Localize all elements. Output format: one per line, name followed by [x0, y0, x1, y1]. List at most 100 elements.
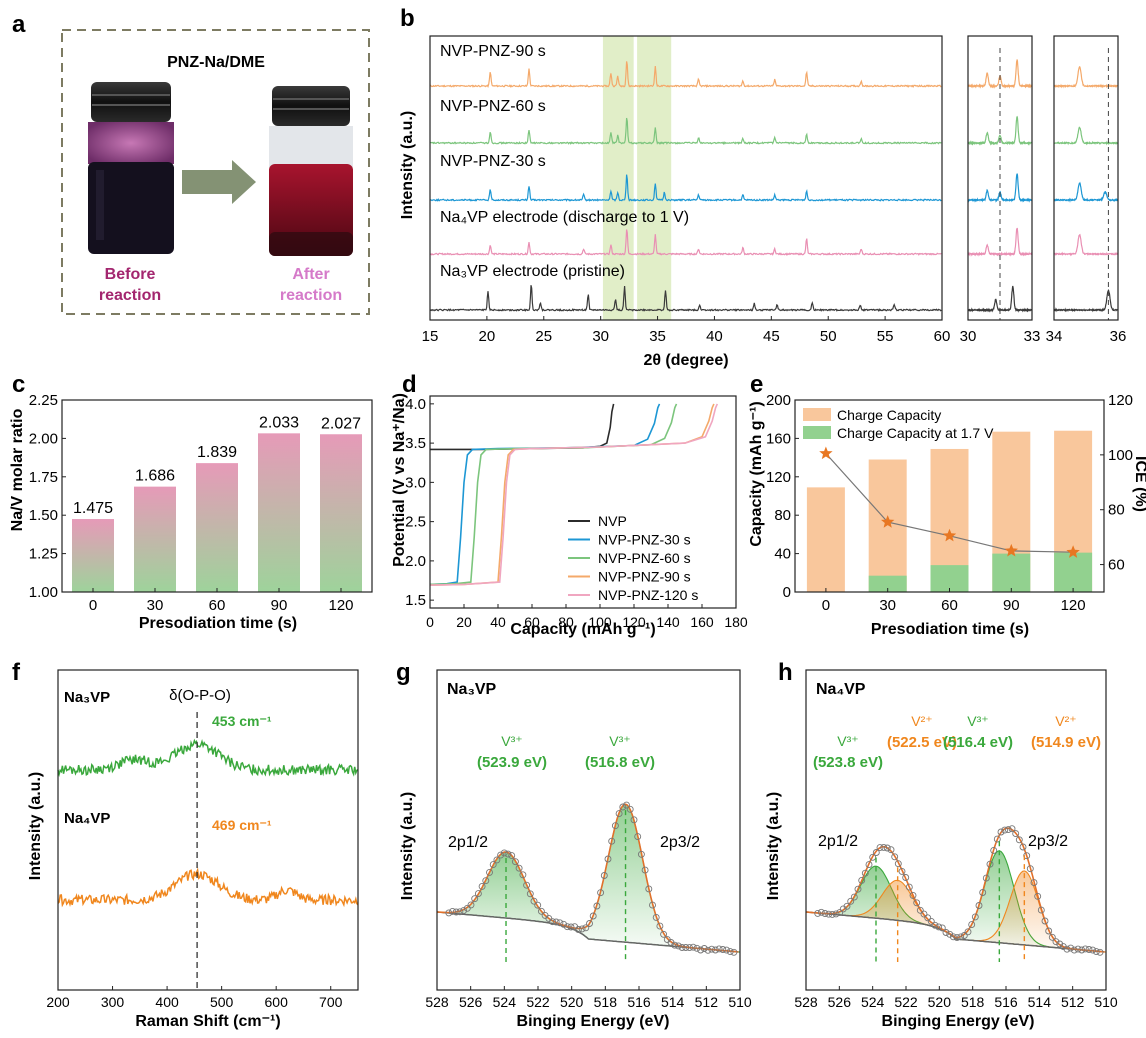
peak-position-label: 453 cm⁻¹ — [212, 713, 272, 729]
inset-trace — [1053, 288, 1119, 313]
panel-b-main-plot: NVP-PNZ-90 s NVP-PNZ-60 s NVP-PNZ-30 s Na₄V… — [422, 35, 950, 345]
xps-data-point — [693, 944, 701, 952]
xps-data-point — [574, 926, 582, 933]
xps-data-point — [508, 852, 516, 860]
xps-data-point — [519, 871, 527, 879]
x-tick-label: 0 — [822, 597, 830, 614]
panel-a: a PNZ-Na/DME Before reaction After react… — [12, 11, 370, 315]
y-tick-label: 2.5 — [405, 514, 426, 531]
xps-data-point — [993, 835, 1001, 843]
xps-data-point — [942, 929, 950, 936]
x-tick-label: 25 — [535, 328, 552, 345]
xps-data-point — [660, 930, 668, 938]
xps-data-point — [511, 858, 519, 866]
sample-label: Na₃VP — [447, 681, 497, 698]
panel-g-xlabel: Binging Energy (eV) — [517, 1013, 670, 1030]
xps-data-point — [902, 874, 910, 881]
x-tick-label: 528 — [425, 994, 449, 1010]
x-tick-label: 180 — [724, 614, 748, 630]
panel-letter-h: h — [778, 659, 793, 686]
x-tick-label: 526 — [459, 994, 483, 1010]
bar-charge-capacity-1p7v — [868, 575, 907, 592]
panel-c-frame — [61, 399, 373, 593]
sample-label: Na₄VP — [64, 810, 110, 827]
xps-data-point — [630, 816, 638, 824]
xps-data-point — [924, 914, 932, 922]
ice-star-marker — [1004, 543, 1018, 557]
legend-swatch — [803, 426, 831, 439]
xps-data-point — [825, 910, 833, 918]
bar — [72, 519, 114, 592]
delta-opo-label: δ(O-P-O) — [169, 687, 231, 704]
xps-data-point — [1074, 945, 1082, 953]
panel-c: c Na/V molar ratio Presodiation time (s)… — [9, 371, 373, 632]
xps-data-point — [997, 828, 1005, 836]
xps-data-point — [920, 910, 928, 918]
xps-data-point — [869, 853, 877, 861]
xps-data-point — [1041, 917, 1049, 925]
panel-b: b Intensity (a.u.) 2θ (degree) NVP-PNZ-9… — [399, 5, 1126, 369]
legend-label: NVP-PNZ-120 s — [598, 587, 698, 603]
x-tick-label: 40 — [490, 614, 506, 630]
y-tick-label: 4.0 — [405, 396, 426, 413]
xps-data-point — [1052, 938, 1060, 946]
y-tick-label: 1.75 — [29, 469, 58, 486]
xps-data-point — [449, 907, 456, 915]
xps-data-point — [460, 907, 468, 915]
inset-trace — [1053, 65, 1119, 89]
panel-e-frame — [794, 399, 1105, 593]
x-tick-label: 80 — [558, 614, 574, 630]
xps-data-point — [682, 944, 690, 951]
xps-data-point — [697, 946, 705, 954]
inset-trace — [1053, 126, 1119, 146]
xps-data-point — [623, 801, 630, 809]
sample-label: Na₃VP — [64, 689, 110, 706]
legend-label: NVP-PNZ-90 s — [598, 569, 691, 585]
x-tick-label: 524 — [493, 994, 517, 1010]
xps-data-point — [931, 921, 939, 929]
legend-swatch — [803, 408, 831, 421]
before-caption-line1: Before — [105, 266, 156, 283]
x-tick-label: 512 — [695, 994, 719, 1010]
x-tick-label: 600 — [265, 994, 289, 1010]
inset-frame — [967, 35, 1033, 321]
xps-data-point — [456, 908, 464, 916]
xps-data-point — [523, 881, 531, 889]
x-tick-label: 522 — [526, 994, 550, 1010]
peak-species-label: V³⁺ — [501, 733, 522, 749]
bar-value-label: 2.033 — [259, 414, 299, 431]
panel-f-frame — [57, 669, 359, 991]
xps-data-point — [493, 856, 501, 864]
xps-data-point — [626, 805, 634, 813]
x-tick-label: 518 — [594, 994, 618, 1010]
x-tick-label: 514 — [661, 994, 685, 1010]
x-tick-label: 30 — [147, 597, 164, 614]
bar-charge-capacity-1p7v — [930, 565, 969, 592]
xps-data-point — [927, 917, 935, 925]
x-tick-label: 510 — [1094, 994, 1118, 1010]
xps-data-point — [582, 924, 590, 932]
y-tick-label: 3.5 — [405, 435, 426, 452]
orbital-label: 2p1/2 — [448, 834, 488, 851]
y2-tick-label: 60 — [1108, 557, 1125, 574]
bar — [196, 463, 238, 592]
xps-data-point — [608, 837, 616, 845]
inset-trace — [967, 227, 1033, 257]
xps-data-point — [604, 855, 612, 863]
xps-data-point — [482, 877, 490, 885]
legend-label: NVP-PNZ-30 s — [598, 532, 691, 548]
y-tick-label: 2.25 — [29, 392, 58, 409]
x-tick-label: 520 — [560, 994, 584, 1010]
bar-value-label: 1.686 — [135, 468, 175, 485]
xps-data-point — [887, 846, 895, 854]
y2-tick-label: 80 — [1108, 502, 1125, 519]
xps-data-point — [821, 910, 829, 917]
xps-data-point — [463, 904, 471, 912]
panel-d-ylabel: Potential (V vs Na⁺/Na) — [391, 393, 408, 567]
orbital-label: 2p3/2 — [660, 834, 700, 851]
xps-data-point — [1048, 933, 1056, 941]
x-tick-label: 700 — [319, 994, 343, 1010]
y2-tick-label: 120 — [1108, 392, 1133, 409]
bar — [258, 433, 300, 592]
panel-d-frame — [429, 395, 737, 609]
